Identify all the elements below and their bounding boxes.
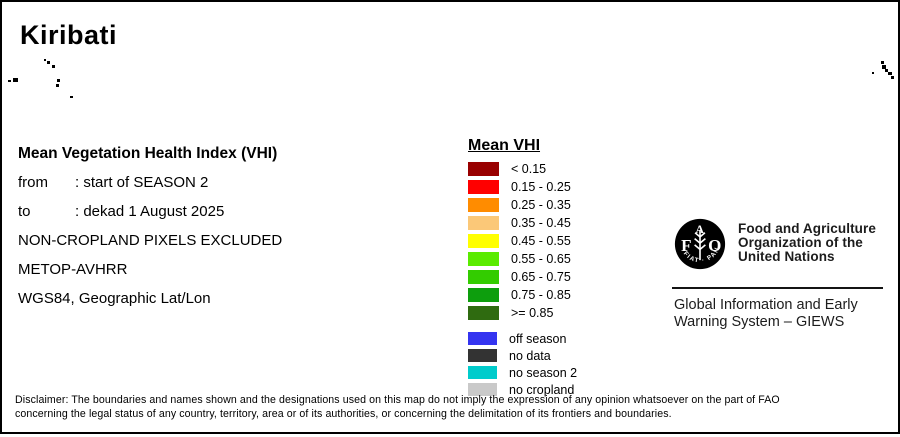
wheat-ear-icon bbox=[694, 230, 706, 261]
legend-item: off season bbox=[468, 330, 577, 347]
info-line-noncropland: NON-CROPLAND PIXELS EXCLUDED bbox=[18, 232, 283, 249]
legend-label: off season bbox=[509, 331, 567, 346]
fao-logo-icon: F A O FIAT · PANIS bbox=[674, 218, 726, 270]
from-label: from bbox=[18, 174, 48, 191]
disclaimer-line1: Disclaimer: The boundaries and names sho… bbox=[15, 394, 780, 406]
fao-logo-letter-a: A bbox=[696, 223, 705, 236]
legend-item: 0.15 - 0.25 bbox=[468, 178, 577, 196]
legend-swatch bbox=[468, 332, 497, 345]
legend-swatch bbox=[468, 288, 499, 302]
info-line-to: to : dekad 1 August 2025 bbox=[18, 197, 282, 226]
fao-logo-letter-o: O bbox=[708, 236, 721, 255]
info-line-sensor: METOP-AVHRR bbox=[18, 261, 128, 278]
map-info-block: Mean Vegetation Health Index (VHI) from:… bbox=[18, 139, 282, 313]
legend-heading: Mean VHI bbox=[468, 137, 541, 154]
legend-class-list: < 0.15 0.15 - 0.25 0.25 - 0.35 0.35 - 0.45 0… bbox=[468, 160, 577, 322]
to-value: : dekad 1 August 2025 bbox=[75, 203, 225, 220]
to-label: to bbox=[18, 203, 31, 220]
legend-label: >= 0.85 bbox=[511, 306, 554, 320]
island-dot bbox=[56, 84, 59, 87]
info-line-projection: WGS84, Geographic Lat/Lon bbox=[18, 290, 211, 307]
island-dot bbox=[47, 61, 50, 64]
legend-item: 0.65 - 0.75 bbox=[468, 268, 577, 286]
page-title: Kiribati bbox=[20, 20, 118, 50]
vhi-legend: Mean VHI < 0.15 0.15 - 0.25 0.25 - 0.35 0.3… bbox=[468, 137, 577, 398]
legend-swatch bbox=[468, 162, 499, 176]
island-dot bbox=[881, 61, 884, 64]
island-dot bbox=[57, 79, 60, 82]
legend-label: 0.55 - 0.65 bbox=[511, 252, 571, 266]
legend-swatch bbox=[468, 349, 497, 362]
legend-item: 0.25 - 0.35 bbox=[468, 196, 577, 214]
island-dot bbox=[70, 96, 73, 98]
giews-line2: Warning System – GIEWS bbox=[674, 313, 845, 330]
legend-swatch bbox=[468, 216, 499, 230]
giews-line1: Global Information and Early bbox=[674, 297, 858, 313]
island-dot bbox=[872, 72, 874, 74]
legend-swatch bbox=[468, 383, 497, 396]
fao-org-name: Food and Agriculture Organization of the… bbox=[738, 222, 876, 263]
legend-label: 0.65 - 0.75 bbox=[511, 270, 571, 284]
legend-item: 0.45 - 0.55 bbox=[468, 232, 577, 250]
island-dot bbox=[882, 65, 886, 69]
fao-org-line3: United Nations bbox=[738, 248, 835, 264]
legend-label: 0.75 - 0.85 bbox=[511, 288, 571, 302]
island-dot bbox=[13, 78, 18, 82]
fao-org-line2: Organization of the bbox=[738, 234, 863, 250]
fao-divider-line bbox=[672, 287, 883, 289]
island-dot bbox=[888, 72, 892, 75]
legend-swatch bbox=[468, 252, 499, 266]
legend-label: no data bbox=[509, 348, 551, 363]
island-dot bbox=[44, 59, 46, 61]
legend-item: 0.75 - 0.85 bbox=[468, 286, 577, 304]
vhi-heading: Mean Vegetation Health Index (VHI) bbox=[18, 145, 278, 162]
legend-item: no season 2 bbox=[468, 364, 577, 381]
fao-block: F A O FIAT · PANIS Food and Agriculture bbox=[674, 218, 889, 270]
legend-swatch bbox=[468, 366, 497, 379]
legend-label: 0.35 - 0.45 bbox=[511, 216, 571, 230]
legend-label: no season 2 bbox=[509, 365, 578, 380]
legend-swatch bbox=[468, 180, 499, 194]
legend-swatch bbox=[468, 198, 499, 212]
fao-org-line1: Food and Agriculture bbox=[738, 221, 876, 236]
legend-item: < 0.15 bbox=[468, 160, 577, 178]
info-line-from: from : start of SEASON 2 bbox=[18, 168, 282, 197]
from-value: : start of SEASON 2 bbox=[75, 174, 209, 191]
island-dot bbox=[885, 69, 888, 72]
island-dot bbox=[891, 76, 894, 79]
legend-label: 0.45 - 0.55 bbox=[511, 234, 571, 248]
fao-logo-letter-f: F bbox=[681, 236, 691, 255]
legend-swatch bbox=[468, 234, 499, 248]
legend-label: < 0.15 bbox=[511, 162, 547, 176]
legend-label: 0.25 - 0.35 bbox=[511, 198, 571, 212]
legend-label: no cropland bbox=[509, 382, 575, 397]
disclaimer-text: Disclaimer: The boundaries and names sho… bbox=[15, 394, 887, 422]
giews-caption: Global Information and Early Warning Sys… bbox=[674, 297, 858, 330]
disclaimer-line2: concerning the legal status of any count… bbox=[15, 407, 672, 420]
legend-item: no data bbox=[468, 347, 577, 364]
legend-item: >= 0.85 bbox=[468, 304, 577, 322]
legend-swatch bbox=[468, 270, 499, 284]
legend-swatch bbox=[468, 306, 499, 320]
legend-extra-list: off season no data no season 2 no cropland bbox=[468, 330, 577, 398]
island-dot bbox=[52, 65, 55, 68]
island-dot bbox=[8, 80, 11, 82]
legend-item: 0.35 - 0.45 bbox=[468, 214, 577, 232]
legend-item: 0.55 - 0.65 bbox=[468, 250, 577, 268]
legend-label: 0.15 - 0.25 bbox=[511, 180, 571, 194]
legend-item: no cropland bbox=[468, 381, 577, 398]
